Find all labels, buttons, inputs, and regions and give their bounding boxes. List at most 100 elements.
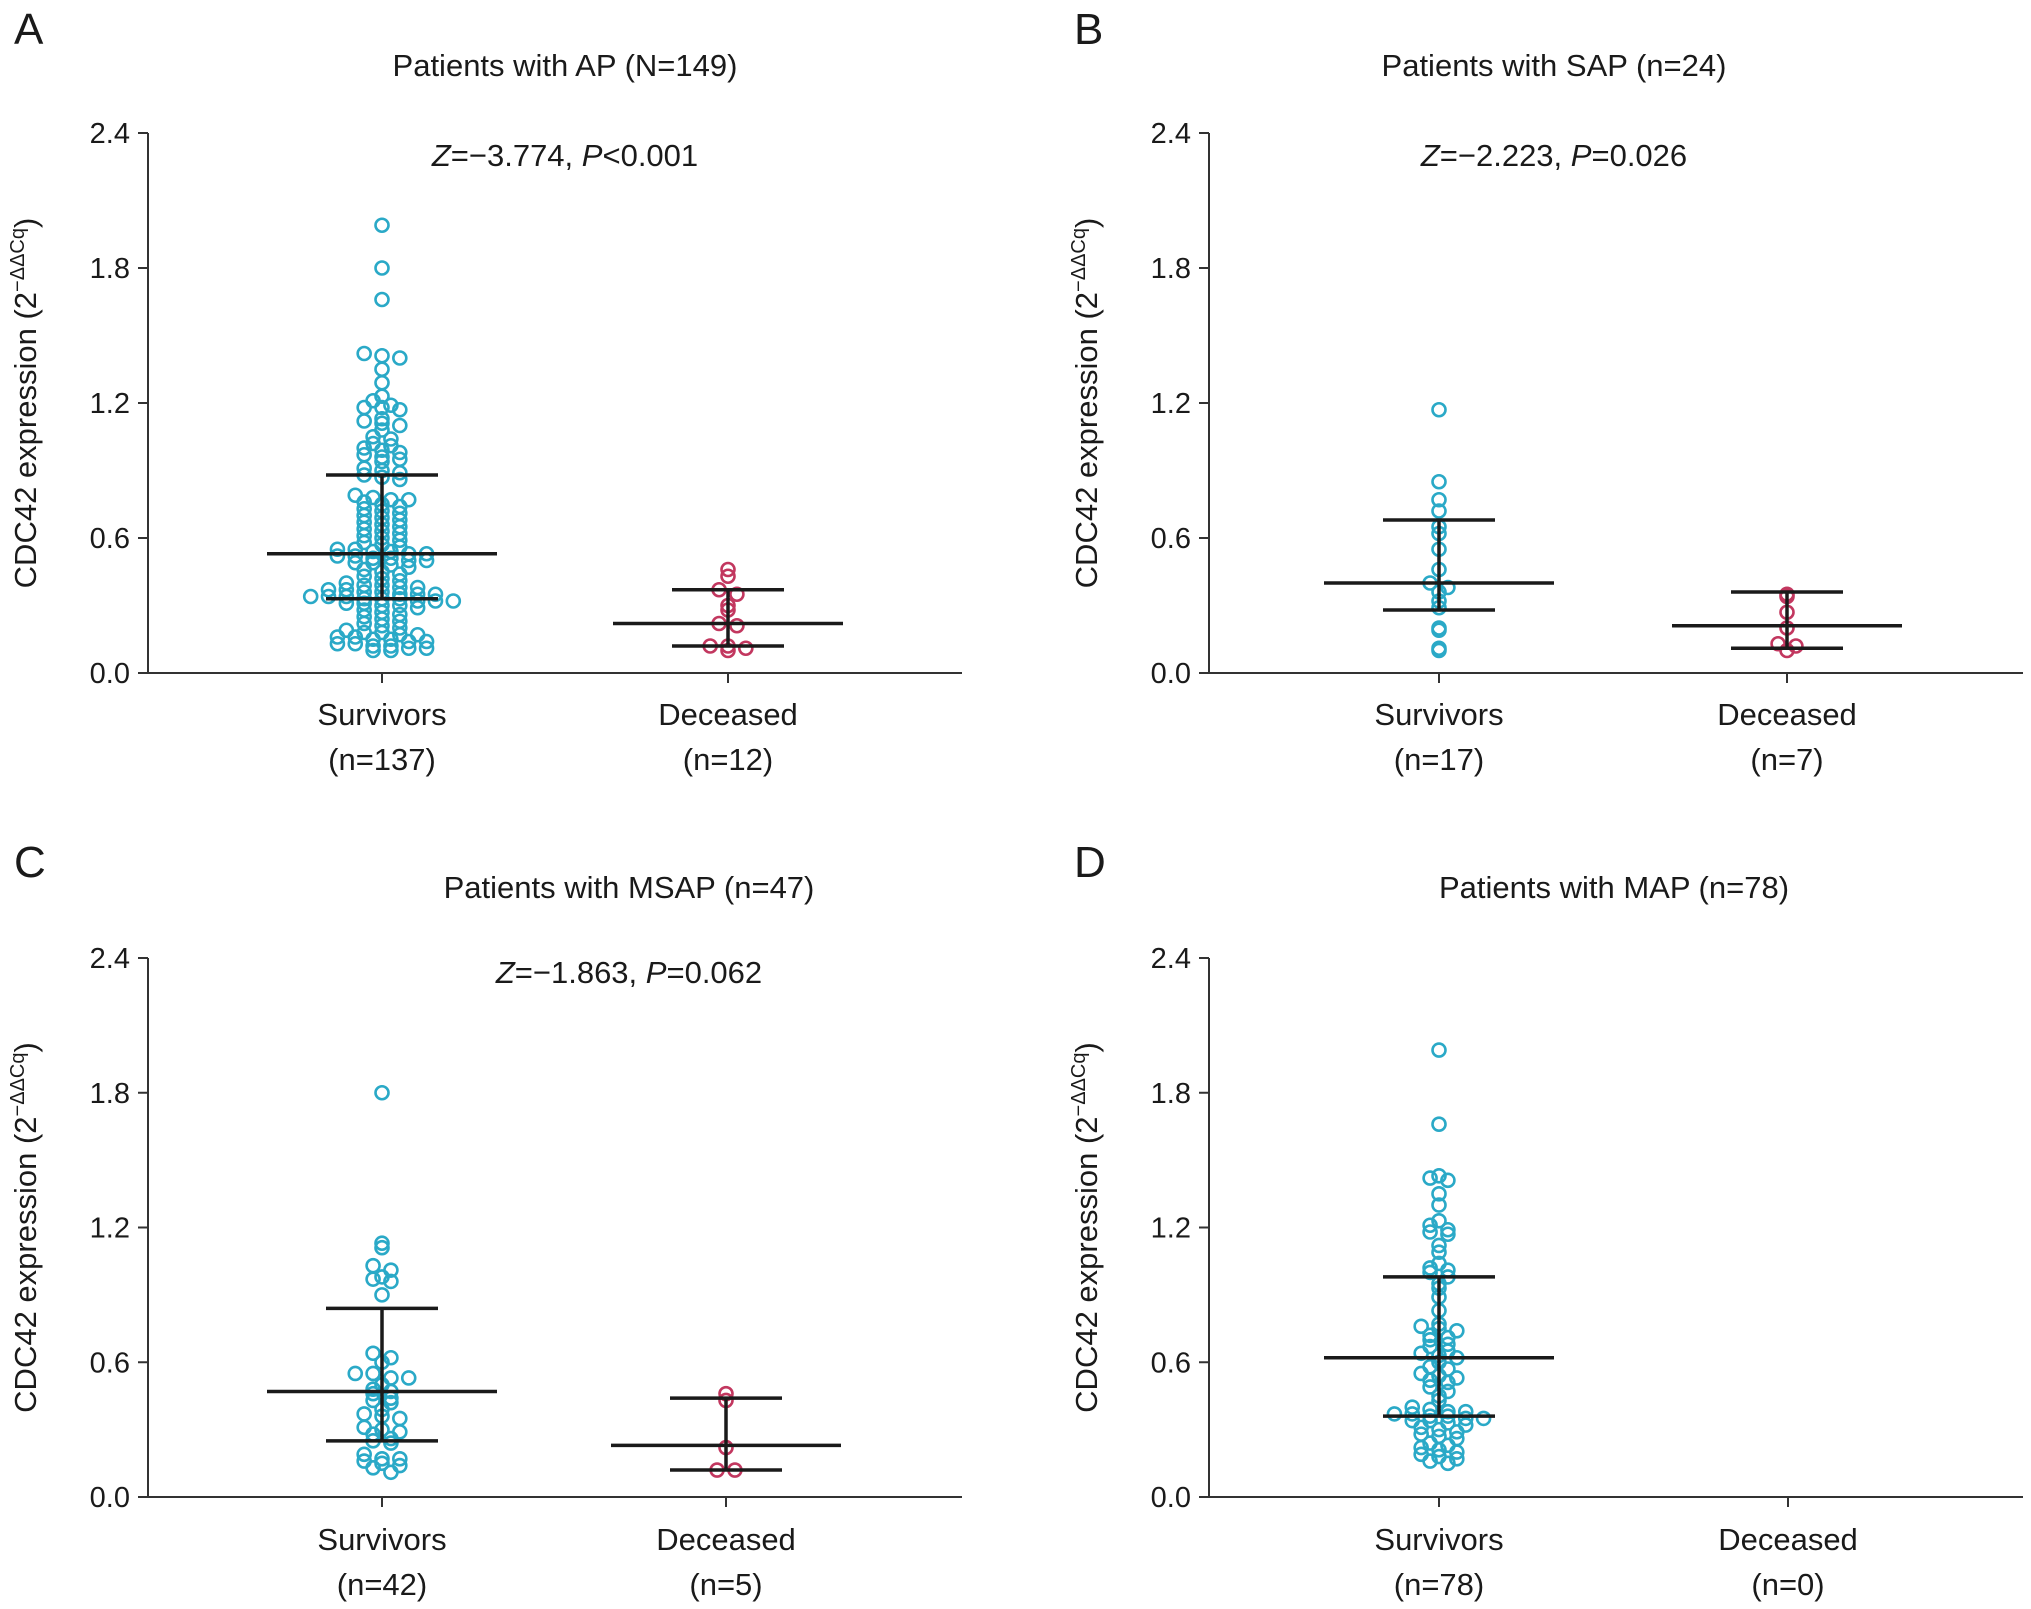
y-tick-label: 0.6 xyxy=(1151,1347,1191,1379)
x-category-n: (n=78) xyxy=(1394,1567,1484,1602)
y-axis-label-main: CDC42 expression (2 xyxy=(1069,292,1104,588)
survivor-point xyxy=(1440,1336,1456,1353)
survivor-point xyxy=(392,1451,408,1467)
panel-c: C Patients with MSAP (n=47) Z=−1.863, P=0.… xyxy=(7,838,962,1602)
chart-title: Patients with MSAP (n=47) xyxy=(444,870,815,905)
survivor-point xyxy=(356,440,372,456)
y-tick-label: 2.4 xyxy=(1151,943,1191,975)
y-axis-label-main: CDC42 expression (2 xyxy=(8,1116,43,1412)
survivor-point xyxy=(392,1457,408,1474)
x-category-n: (n=7) xyxy=(1750,742,1823,777)
stat-annotation: Z=−1.863, P=0.062 xyxy=(495,955,762,990)
survivor-point xyxy=(1431,1448,1447,1465)
survivor-point xyxy=(356,500,372,517)
panel-letter: B xyxy=(1074,5,1103,54)
survivor-point xyxy=(374,1235,390,1252)
survivor-point xyxy=(365,1271,381,1287)
panel-a: A Patients with AP (N=149) Z=−3.774, P<0.0… xyxy=(7,5,962,777)
survivor-point xyxy=(356,1406,372,1422)
survivor-point xyxy=(374,453,390,470)
panel-letter: C xyxy=(14,838,46,887)
survivor-point xyxy=(1431,1042,1447,1058)
y-tick-label: 1.8 xyxy=(90,1078,130,1110)
survivor-point xyxy=(356,624,372,641)
survivor-point xyxy=(1440,1361,1456,1377)
survivor-point xyxy=(1422,1170,1438,1186)
survivor-point xyxy=(409,579,426,596)
survivor-point xyxy=(365,1392,381,1409)
x-category-label: Deceased xyxy=(656,1522,796,1557)
stat-z-letter: Z xyxy=(495,955,516,990)
x-category-n: (n=137) xyxy=(328,742,436,777)
survivor-point xyxy=(374,410,390,427)
survivor-point xyxy=(356,446,372,463)
survivor-point xyxy=(365,638,381,654)
survivor-point xyxy=(400,640,417,657)
survivor-point xyxy=(1404,1399,1421,1415)
stat-p-letter: P xyxy=(582,138,603,173)
survivor-point xyxy=(1431,401,1447,418)
survivor-point xyxy=(383,1394,399,1411)
survivor-point xyxy=(320,581,337,598)
y-axis-label-close: ) xyxy=(1069,218,1104,228)
survivor-point xyxy=(374,291,390,308)
stat-z-value: =−3.774, xyxy=(451,138,582,173)
panel-letter: A xyxy=(14,5,44,54)
survivor-point xyxy=(1431,1212,1447,1229)
survivor-point xyxy=(400,491,417,508)
survivor-point xyxy=(392,1424,408,1440)
survivor-point xyxy=(392,505,408,522)
survivor-point xyxy=(356,595,372,612)
x-category-n: (n=12) xyxy=(683,742,773,777)
deceased-point xyxy=(729,617,745,634)
survivor-point xyxy=(1413,1318,1429,1335)
survivor-point xyxy=(365,1365,381,1382)
survivor-point xyxy=(356,399,372,416)
survivor-point xyxy=(356,568,372,585)
y-axis-label-close: ) xyxy=(8,218,43,228)
survivor-point xyxy=(383,1435,399,1451)
y-tick-label: 0.6 xyxy=(90,1347,130,1379)
y-tick-label: 1.2 xyxy=(90,388,130,420)
survivor-point xyxy=(1431,1255,1447,1272)
survivor-point xyxy=(374,347,390,364)
survivor-point xyxy=(356,602,372,618)
survivor-point xyxy=(1422,1224,1438,1240)
stat-z-value: =−2.223, xyxy=(1440,138,1571,173)
survivor-point xyxy=(374,374,390,391)
y-axis-label-close: ) xyxy=(1069,1042,1104,1052)
survivor-point xyxy=(365,1257,381,1274)
survivor-point xyxy=(1431,473,1447,490)
y-axis-label-close: ) xyxy=(8,1042,43,1052)
survivor-point xyxy=(347,548,364,564)
survivor-point xyxy=(383,1262,399,1278)
survivor-point xyxy=(365,1345,381,1362)
y-tick-label: 1.8 xyxy=(1151,1078,1191,1110)
survivor-point xyxy=(1475,1410,1492,1427)
survivor-point xyxy=(1422,1338,1438,1355)
y-tick-label: 0.6 xyxy=(90,523,130,555)
survivor-point xyxy=(374,1451,390,1467)
panel-d: D Patients with MAP (n=78) 0.0 0.6 1.2 1.8 2.4… xyxy=(1068,838,2023,1602)
survivor-point xyxy=(1422,1358,1438,1375)
survivor-point xyxy=(427,593,444,609)
deceased-point xyxy=(720,568,736,585)
survivor-point xyxy=(365,489,381,506)
x-category-n: (n=5) xyxy=(689,1567,762,1602)
x-category-label: Survivors xyxy=(317,697,446,732)
survivor-point xyxy=(329,541,346,558)
survivor-point xyxy=(1457,1403,1474,1420)
survivor-point xyxy=(1431,1168,1447,1184)
survivor-point xyxy=(1449,1323,1465,1339)
y-tick-label: 1.2 xyxy=(90,1213,130,1245)
survivor-point xyxy=(338,575,355,591)
survivor-point xyxy=(356,1446,372,1463)
survivor-point xyxy=(383,642,399,659)
survivor-point xyxy=(1449,1451,1465,1467)
survivor-point xyxy=(1440,1172,1456,1189)
y-axis-label-superscript: −ΔΔCq xyxy=(1068,1053,1090,1117)
survivor-point xyxy=(383,431,399,447)
survivor-point xyxy=(418,640,435,657)
survivor-point xyxy=(1449,1370,1465,1386)
survivor-point xyxy=(356,1453,372,1469)
